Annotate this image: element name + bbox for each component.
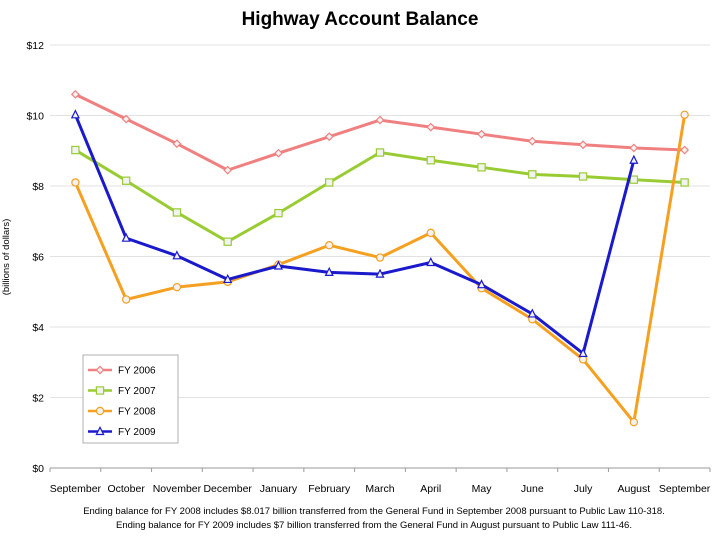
data-point bbox=[426, 228, 435, 238]
data-point bbox=[324, 266, 334, 276]
data-point bbox=[680, 145, 690, 155]
y-tick-label: $2 bbox=[32, 393, 44, 405]
data-point bbox=[71, 178, 80, 187]
y-axis-label: (billions of dollars) bbox=[1, 219, 12, 296]
data-point bbox=[324, 132, 334, 142]
data-point bbox=[70, 89, 80, 99]
data-point bbox=[477, 129, 486, 139]
data-point bbox=[172, 282, 182, 292]
legend-marker bbox=[95, 425, 105, 436]
series-fy-2008 bbox=[71, 110, 689, 427]
x-tick-label: January bbox=[260, 483, 298, 495]
y-tick-label: $0 bbox=[32, 463, 44, 475]
footnote-fy2008: Ending balance for FY 2008 includes $8.0… bbox=[83, 506, 665, 517]
x-tick-label: August bbox=[617, 483, 650, 495]
data-point bbox=[223, 237, 232, 246]
data-point bbox=[325, 178, 334, 187]
data-point bbox=[629, 154, 639, 164]
data-point bbox=[578, 140, 588, 150]
data-point bbox=[172, 250, 182, 260]
series-line bbox=[73, 92, 687, 172]
data-point bbox=[426, 122, 436, 132]
data-point bbox=[325, 241, 334, 250]
x-tick-label: September bbox=[659, 483, 711, 495]
x-tick-label: December bbox=[203, 483, 252, 495]
legend-label: FY 2009 bbox=[118, 427, 156, 438]
data-point bbox=[629, 417, 639, 427]
x-tick-label: November bbox=[153, 483, 202, 495]
x-tick-label: October bbox=[107, 483, 145, 495]
data-point bbox=[172, 139, 182, 149]
legend: FY 2006 FY 2007 FY 2008 FY 2009 bbox=[82, 354, 179, 444]
legend-label: FY 2007 bbox=[118, 386, 156, 397]
data-point bbox=[121, 114, 131, 124]
data-point bbox=[172, 208, 182, 217]
data-point bbox=[274, 148, 283, 158]
data-point bbox=[70, 109, 80, 119]
legend-marker bbox=[95, 365, 105, 375]
series-fy-2007 bbox=[71, 145, 689, 246]
data-point bbox=[578, 172, 588, 181]
y-tick-label: $4 bbox=[32, 322, 44, 334]
data-point bbox=[121, 232, 131, 242]
data-point bbox=[629, 143, 639, 153]
data-point bbox=[223, 165, 233, 175]
x-tick-label: June bbox=[521, 483, 544, 495]
data-point bbox=[527, 136, 537, 146]
x-tick-label: February bbox=[308, 483, 351, 495]
data-point bbox=[375, 115, 385, 125]
data-point bbox=[476, 279, 487, 289]
legend-label: FY 2006 bbox=[118, 366, 156, 377]
x-axis: September October November December January F… bbox=[49, 468, 711, 495]
data-point bbox=[375, 253, 385, 262]
x-tick-label: March bbox=[365, 483, 394, 495]
series-line bbox=[73, 148, 687, 244]
data-point bbox=[273, 260, 284, 270]
legend-label: FY 2008 bbox=[118, 407, 156, 418]
x-tick-label: April bbox=[420, 483, 441, 495]
data-point bbox=[121, 176, 131, 185]
data-point bbox=[477, 163, 486, 172]
data-point bbox=[223, 273, 233, 284]
data-point bbox=[375, 148, 385, 157]
x-tick-label: September bbox=[50, 483, 102, 495]
footnote-fy2009: Ending balance for FY 2009 includes $7 b… bbox=[116, 520, 632, 531]
data-point bbox=[426, 256, 436, 267]
data-point bbox=[426, 156, 435, 165]
y-tick-label: $8 bbox=[32, 181, 44, 193]
data-point bbox=[375, 268, 385, 278]
series-fy-2009 bbox=[70, 109, 639, 358]
x-tick-label: July bbox=[574, 483, 593, 495]
data-point bbox=[527, 308, 537, 318]
series-line bbox=[73, 113, 636, 355]
y-tick-label: $12 bbox=[26, 40, 44, 52]
chart-title: Highway Account Balance bbox=[242, 9, 479, 30]
legend-marker bbox=[95, 386, 105, 395]
data-point bbox=[629, 175, 639, 184]
data-point bbox=[71, 145, 80, 155]
data-point bbox=[528, 170, 537, 179]
data-point bbox=[680, 110, 689, 119]
data-point bbox=[121, 295, 131, 304]
series-fy-2006 bbox=[70, 89, 690, 175]
y-tick-label: $6 bbox=[32, 252, 44, 264]
data-point bbox=[578, 347, 588, 358]
y-axis-ticks: $0 $2 $4 $6 $8 $10 $12 bbox=[26, 40, 44, 475]
data-point bbox=[680, 178, 689, 187]
series-lines bbox=[70, 89, 690, 427]
legend-marker bbox=[95, 406, 105, 416]
x-tick-label: May bbox=[472, 483, 493, 495]
y-tick-label: $10 bbox=[26, 111, 44, 123]
data-point bbox=[274, 208, 283, 218]
